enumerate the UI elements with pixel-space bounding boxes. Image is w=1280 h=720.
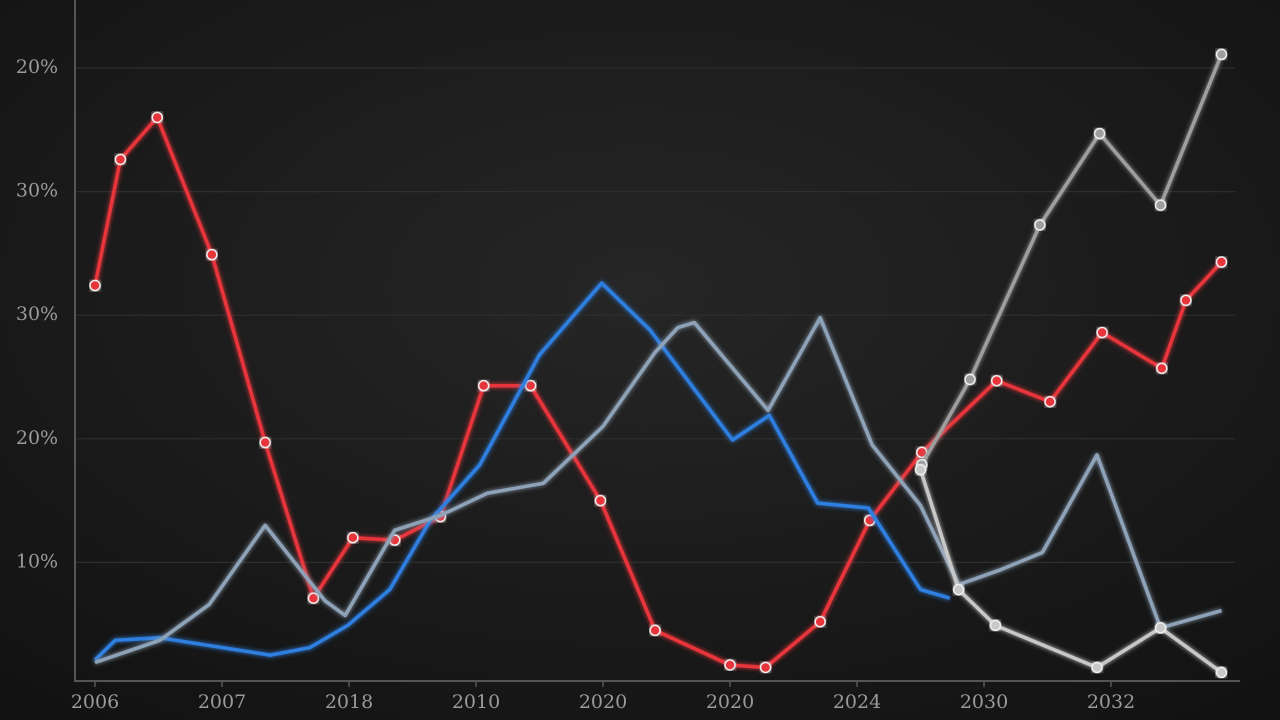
data-point (259, 436, 271, 449)
series-line (93, 281, 951, 662)
y-tick-label: 20% (16, 427, 58, 449)
x-tick-label: 2030 (960, 691, 1008, 713)
plot-area (89, 48, 1228, 679)
x-tick-label: 2018 (325, 691, 373, 713)
data-point (114, 153, 127, 166)
series-line (93, 115, 1223, 670)
data-point (477, 379, 490, 392)
data-point (759, 661, 772, 674)
data-point (1044, 395, 1056, 408)
data-point (1093, 127, 1106, 140)
data-point (1215, 666, 1228, 679)
x-tick-label: 2006 (71, 691, 119, 713)
data-point (1180, 294, 1192, 307)
x-tick-label: 2020 (706, 691, 754, 713)
data-point (724, 659, 736, 671)
data-point (206, 248, 218, 261)
data-point (347, 531, 359, 544)
data-point (89, 279, 101, 292)
data-point (916, 446, 928, 459)
data-point (1154, 199, 1167, 211)
data-point (1091, 661, 1103, 674)
data-point (989, 619, 1002, 632)
x-tick-label: 2010 (452, 691, 500, 713)
y-tick-label: 20% (16, 56, 58, 78)
data-point (1096, 326, 1108, 339)
series-line (918, 469, 1223, 674)
data-point (649, 624, 661, 637)
x-tick-label: 2007 (198, 691, 246, 713)
data-point (814, 615, 826, 628)
y-tick-label: 30% (16, 180, 58, 202)
x-tick-label: 2032 (1087, 691, 1135, 713)
y-tick-label: 30% (16, 303, 58, 325)
data-point (1215, 256, 1228, 268)
data-point (307, 592, 320, 604)
data-point (1154, 622, 1167, 634)
series-line (94, 315, 1222, 665)
data-point (524, 379, 537, 392)
data-point (1034, 219, 1046, 231)
x-tick-label: 2020 (579, 691, 627, 713)
x-tick-label: 2024 (833, 691, 881, 713)
data-point (964, 373, 976, 386)
y-tick-label: 10% (16, 550, 58, 572)
data-point (1215, 48, 1228, 61)
data-point (990, 374, 1003, 387)
series-line (920, 53, 1224, 466)
data-point (594, 494, 607, 507)
data-point (1156, 362, 1168, 375)
data-point (952, 583, 965, 596)
data-point (914, 463, 927, 476)
data-point (151, 111, 163, 124)
